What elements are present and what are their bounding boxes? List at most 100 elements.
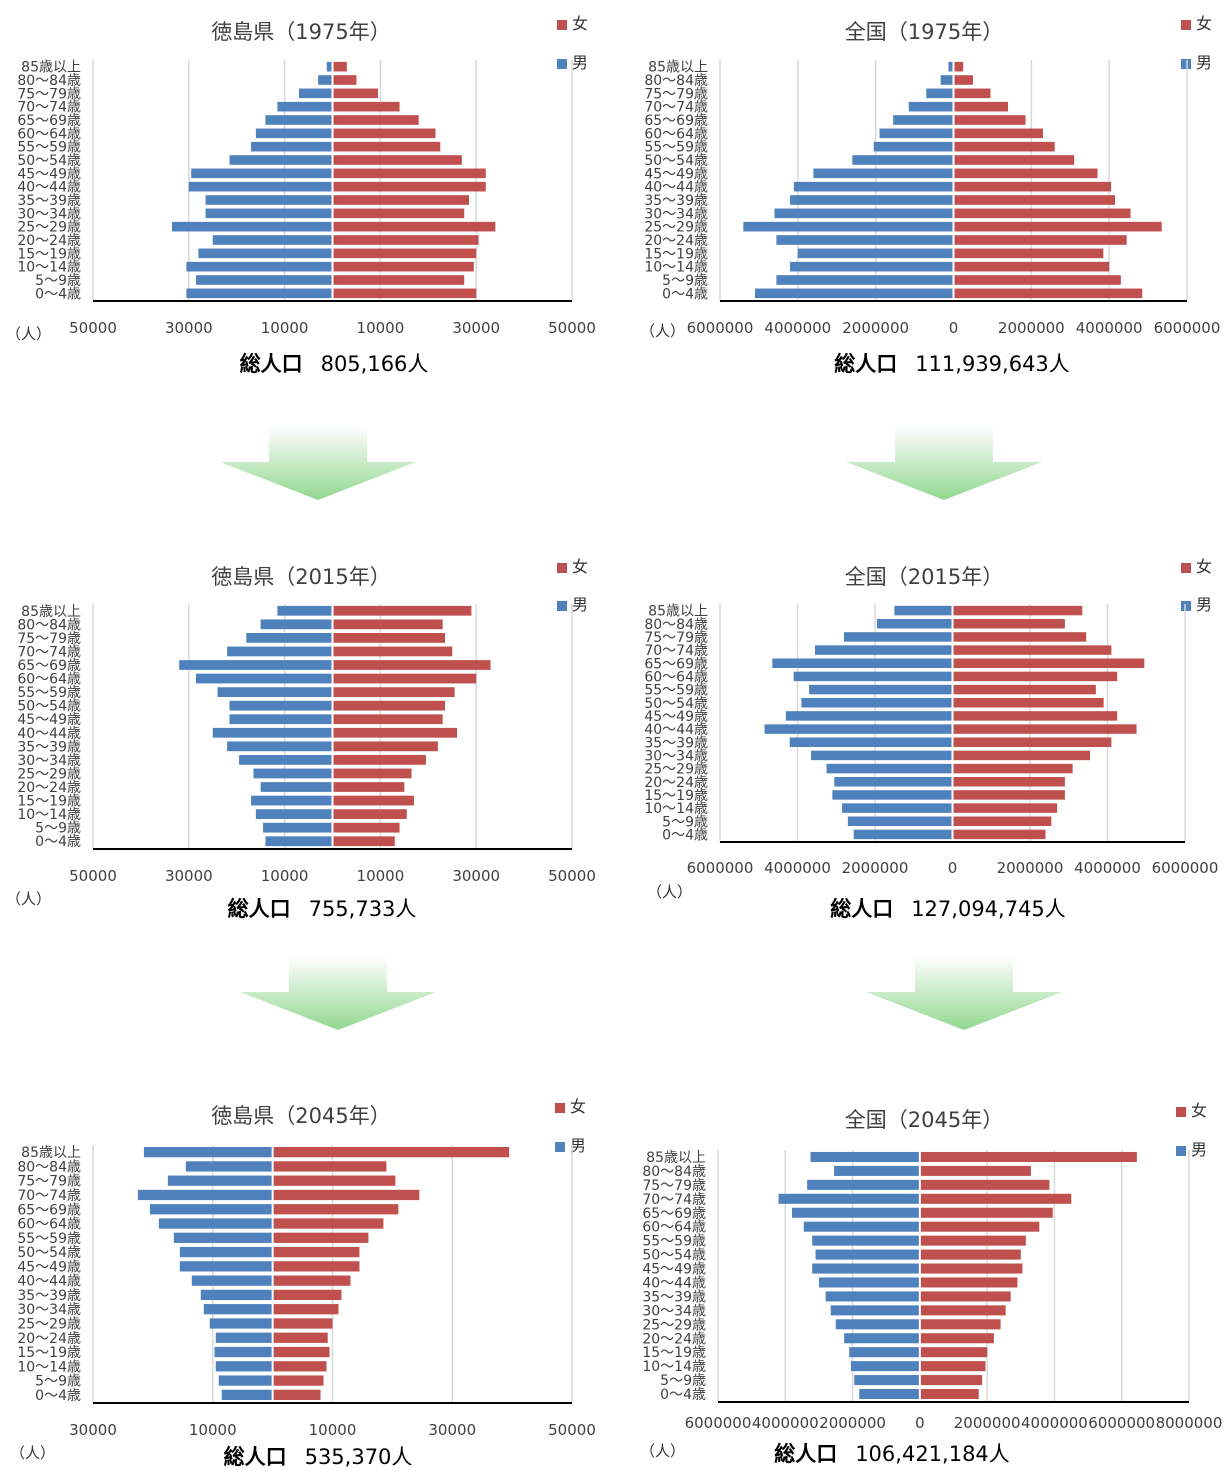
age-label: 70～74歳 — [17, 644, 81, 660]
x-tick-label: 50000 — [548, 867, 596, 885]
bar-male — [191, 168, 333, 179]
bar-male — [251, 141, 333, 152]
bar-male — [853, 829, 953, 840]
bar-male — [255, 809, 333, 819]
bar-male — [318, 75, 333, 85]
age-label: 0～4歳 — [35, 286, 81, 302]
age-label: 35～39歳 — [644, 193, 708, 209]
age-label: 15～19歳 — [642, 1345, 706, 1361]
x-tick-label: 10000 — [309, 1421, 357, 1439]
x-tick-label: 10000 — [261, 319, 309, 337]
bar-male — [229, 714, 333, 725]
bar-female — [272, 1189, 420, 1201]
down-arrow-icon — [866, 956, 1062, 1030]
bar-female — [332, 208, 465, 219]
x-tick-label: 4000000 — [764, 859, 831, 877]
age-label: 5～9歳 — [35, 273, 81, 289]
bar-male — [873, 141, 954, 152]
age-label: 20～24歳 — [17, 780, 81, 796]
x-tick-label: 2000000 — [998, 319, 1065, 337]
legend-female-swatch — [1176, 1106, 1186, 1117]
bar-female — [952, 829, 1046, 840]
bar-male — [844, 1333, 920, 1344]
bar-female — [332, 221, 496, 232]
age-label: 40～44歳 — [644, 722, 708, 738]
x-tick-label: 10000 — [357, 867, 405, 885]
age-label: 70～74歳 — [642, 1192, 706, 1208]
bar-female — [332, 687, 455, 697]
bar-male — [809, 684, 953, 695]
bar-male — [298, 88, 333, 99]
bar-male — [205, 195, 333, 205]
legend-male: 男 — [1181, 591, 1212, 615]
age-label: 45～49歳 — [644, 709, 708, 725]
bar-male — [835, 1319, 920, 1330]
bar-male — [948, 61, 954, 72]
age-label: 30～34歳 — [644, 206, 708, 222]
legend-female: 女 — [1181, 553, 1212, 577]
bar-female — [919, 1151, 1137, 1162]
bar-male — [212, 727, 333, 738]
bar-female — [953, 141, 1055, 152]
bar-female — [332, 195, 470, 205]
bar-female — [952, 750, 1091, 761]
bar-female — [272, 1304, 339, 1315]
bar-male — [926, 88, 954, 99]
age-label: 50～54歳 — [644, 153, 708, 169]
bar-male — [265, 115, 333, 125]
x-tick-label: 4000000 — [1076, 319, 1143, 337]
age-label: 5～9歳 — [662, 273, 708, 289]
bar-female — [272, 1332, 328, 1343]
bar-female — [953, 115, 1026, 125]
legend-male-swatch — [555, 1141, 565, 1152]
bar-female — [332, 88, 379, 99]
legend-female: 女 — [1181, 10, 1212, 34]
down-arrow-icon — [240, 956, 436, 1030]
bar-male — [842, 803, 953, 813]
legend-male: 男 — [557, 49, 588, 73]
age-label: 50～54歳 — [17, 153, 81, 169]
age-label: 50～54歳 — [17, 1245, 81, 1261]
pyramid-svg: 6000000 4000000 2000000 0 2000000 4000000 6000… — [644, 60, 1220, 337]
age-label: 20～24歳 — [644, 775, 708, 791]
age-label: 85歳以上 — [21, 60, 81, 76]
bar-male — [179, 1261, 273, 1272]
bar-female — [953, 208, 1131, 219]
age-label: 45～49歳 — [17, 712, 81, 728]
bar-male — [218, 1375, 273, 1386]
bar-male — [834, 1165, 920, 1176]
bar-female — [332, 714, 443, 725]
bar-male — [830, 1305, 920, 1316]
chart-title: 徳島県（1975年） — [211, 20, 391, 44]
bar-male — [172, 221, 333, 232]
x-tick-label: 30000 — [428, 1421, 476, 1439]
bar-male — [143, 1146, 273, 1158]
bar-male — [255, 128, 333, 139]
age-label: 60～64歳 — [17, 1217, 81, 1233]
legend-male: 男 — [557, 591, 588, 615]
bar-female — [332, 605, 472, 616]
pyramid-svg: 50000 30000 10000 10000 30000 50000 0～4歳5～9歳10… — [17, 604, 596, 885]
age-label: 75～79歳 — [642, 1178, 706, 1194]
x-tick-label: 50000 — [548, 319, 596, 337]
legend-male-swatch — [1181, 58, 1191, 69]
bar-male — [876, 619, 953, 629]
bar-female — [332, 288, 477, 299]
x-tick-label: 6000000 — [687, 859, 754, 877]
unit-label: （人） — [6, 890, 52, 908]
bar-male — [251, 795, 333, 806]
age-label: 40～44歳 — [17, 1274, 81, 1290]
age-label: 70～74歳 — [17, 100, 81, 116]
x-tick-label: 4000000 — [764, 319, 831, 337]
total-population: 総人口 111,939,643人 — [834, 352, 1070, 376]
bar-male — [879, 128, 954, 139]
total-population: 総人口 127,094,745人 — [830, 897, 1066, 921]
bar-female — [919, 1291, 1011, 1302]
bar-female — [952, 658, 1145, 668]
age-label: 65～69歳 — [17, 658, 81, 674]
bar-female — [272, 1146, 510, 1158]
age-label: 15～19歳 — [17, 1345, 81, 1361]
bar-female — [332, 155, 462, 165]
bar-female — [952, 645, 1112, 655]
age-label: 0～4歳 — [35, 1388, 81, 1404]
